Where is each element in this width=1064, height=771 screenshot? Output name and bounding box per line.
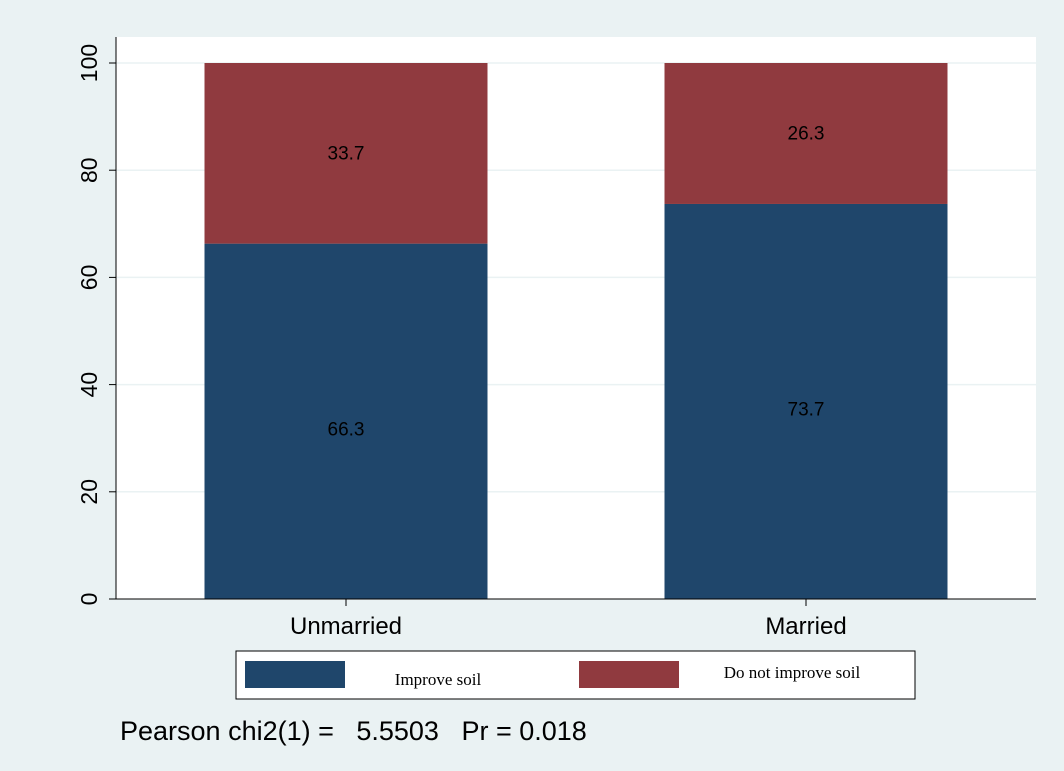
y-tick-label-80: 80 xyxy=(76,157,102,183)
data-label-married-series-1: 26.3 xyxy=(788,123,825,144)
y-tick-label-100: 100 xyxy=(76,44,102,82)
bar-unmarried-series-0 xyxy=(204,243,488,599)
data-label-unmarried-series-1: 33.7 xyxy=(328,143,365,164)
bar-married-series-1 xyxy=(664,63,948,204)
bar-unmarried-series-1 xyxy=(204,63,488,244)
category-label-married: Married xyxy=(765,613,846,640)
data-label-married-series-0: 73.7 xyxy=(788,399,825,420)
legend-swatch-1 xyxy=(579,661,679,688)
y-tick-label-20: 20 xyxy=(76,479,102,505)
data-label-unmarried-series-0: 66.3 xyxy=(328,419,365,440)
y-tick-label-0: 0 xyxy=(76,593,102,606)
bars xyxy=(204,63,948,599)
bar-married-series-0 xyxy=(664,203,948,599)
legend-swatch-0 xyxy=(245,661,345,688)
category-label-unmarried: Unmarried xyxy=(290,613,402,640)
legend-label-0: Improve soil xyxy=(395,670,482,689)
legend: Improve soil Do not improve soil xyxy=(235,650,916,700)
data-labels: 66.3 33.7 73.7 26.3 xyxy=(328,123,825,440)
chi-square-note: Pearson chi2(1) = 5.5503 Pr = 0.018 xyxy=(120,716,587,746)
legend-box xyxy=(235,650,916,700)
legend-label-1: Do not improve soil xyxy=(724,663,861,682)
y-tick-label-40: 40 xyxy=(76,372,102,398)
axes: 0 20 40 60 80 100 Unmarried Married xyxy=(76,37,1036,640)
y-tick-label-60: 60 xyxy=(76,265,102,291)
